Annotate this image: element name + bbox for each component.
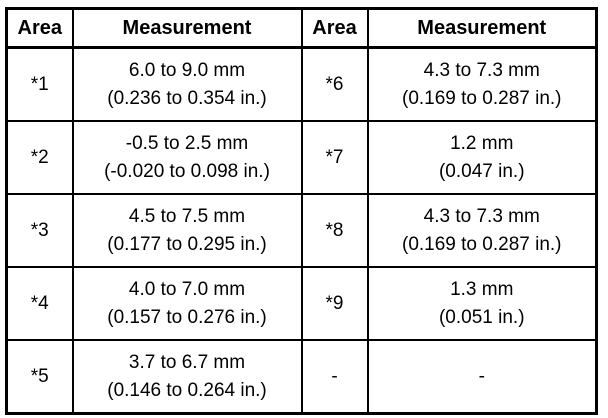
measurement-in: (0.051 in.) — [438, 306, 525, 328]
measurement-in: (0.177 to 0.295 in.) — [107, 233, 267, 255]
measurement-in: (0.146 to 0.264 in.) — [107, 379, 267, 401]
area-cell-left: *4 — [5, 266, 74, 341]
area-header-left: Area — [5, 7, 74, 49]
area-cell-right: *8 — [300, 193, 369, 268]
area-header-right: Area — [300, 7, 369, 49]
measurement-cell-right: 1.3 mm (0.051 in.) — [366, 266, 598, 341]
area-cell-right: - — [300, 339, 369, 415]
measurement-cell-right: - — [366, 339, 598, 415]
measurement-cell-right: 4.3 to 7.3 mm (0.169 to 0.287 in.) — [366, 46, 598, 122]
measurement-in: (0.236 to 0.354 in.) — [107, 87, 267, 109]
measurement-mm: 3.7 to 6.7 mm — [128, 351, 246, 373]
measurement-mm: -0.5 to 2.5 mm — [125, 132, 249, 154]
measurement-in: (0.169 to 0.287 in.) — [402, 87, 562, 109]
table-row: *4 4.0 to 7.0 mm (0.157 to 0.276 in.) *9… — [5, 266, 598, 341]
measurement-spec-table: Area Measurement Area Measurement *1 6.0… — [5, 7, 598, 415]
measurement-header-right: Measurement — [366, 7, 598, 49]
area-cell-left: *3 — [5, 193, 74, 268]
table-header: Area Measurement Area Measurement — [5, 7, 598, 49]
table-row: *1 6.0 to 9.0 mm (0.236 to 0.354 in.) *6… — [5, 46, 598, 122]
measurement-mm: 4.3 to 7.3 mm — [423, 59, 540, 81]
table-row: *2 -0.5 to 2.5 mm (-0.020 to 0.098 in.) … — [5, 120, 598, 195]
area-cell-right: *7 — [300, 120, 369, 195]
measurement-cell-left: 6.0 to 9.0 mm (0.236 to 0.354 in.) — [71, 46, 303, 122]
measurement-cell-left: 3.7 to 6.7 mm (0.146 to 0.264 in.) — [71, 339, 303, 415]
table-body: *1 6.0 to 9.0 mm (0.236 to 0.354 in.) *6… — [5, 46, 598, 415]
measurement-mm: 6.0 to 9.0 mm — [128, 59, 246, 81]
area-cell-left: *1 — [5, 46, 74, 122]
measurement-mm: 4.5 to 7.5 mm — [128, 205, 246, 227]
measurement-in: (0.169 to 0.287 in.) — [402, 233, 562, 255]
measurement-cell-right: 4.3 to 7.3 mm (0.169 to 0.287 in.) — [366, 193, 598, 268]
table-row: *3 4.5 to 7.5 mm (0.177 to 0.295 in.) *8… — [5, 193, 598, 268]
measurement-cell-left: -0.5 to 2.5 mm (-0.020 to 0.098 in.) — [71, 120, 303, 195]
measurement-in: (-0.020 to 0.098 in.) — [104, 160, 270, 182]
measurement-mm: 4.3 to 7.3 mm — [423, 205, 540, 227]
measurement-header-left: Measurement — [71, 7, 303, 49]
measurement-cell-left: 4.0 to 7.0 mm (0.157 to 0.276 in.) — [71, 266, 303, 341]
measurement-in: (0.047 in.) — [438, 160, 525, 182]
area-cell-left: *2 — [5, 120, 74, 195]
area-cell-left: *5 — [5, 339, 74, 415]
measurement-mm: 1.3 mm — [450, 278, 514, 300]
measurement-cell-right: 1.2 mm (0.047 in.) — [366, 120, 598, 195]
table-row: *5 3.7 to 6.7 mm (0.146 to 0.264 in.) - … — [5, 339, 598, 415]
measurement-mm: - — [478, 365, 485, 387]
header-row: Area Measurement Area Measurement — [5, 7, 598, 49]
measurement-mm: 4.0 to 7.0 mm — [128, 278, 246, 300]
measurement-cell-left: 4.5 to 7.5 mm (0.177 to 0.295 in.) — [71, 193, 303, 268]
measurement-mm: 1.2 mm — [450, 132, 514, 154]
area-cell-right: *9 — [300, 266, 369, 341]
measurement-in: (0.157 to 0.276 in.) — [107, 306, 267, 328]
area-cell-right: *6 — [300, 46, 369, 122]
